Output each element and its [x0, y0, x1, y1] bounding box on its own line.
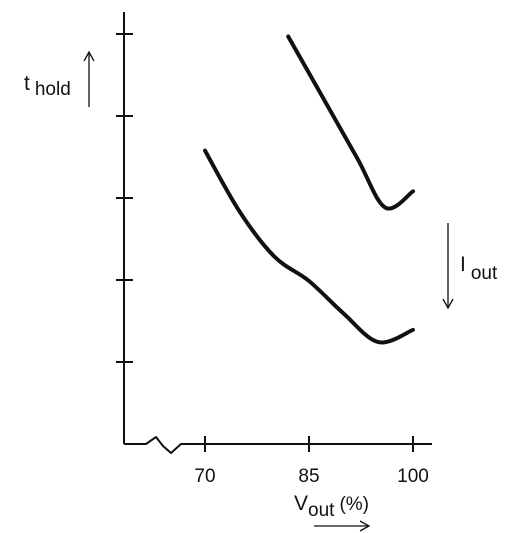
iout-down-arrow-icon [442, 223, 454, 310]
x-axis-line-break [124, 436, 432, 454]
x-tick-label-85: 85 [298, 466, 319, 487]
iout-label-sub: out [471, 263, 498, 284]
y-ticks [116, 33, 133, 363]
x-axis-label-unit: (%) [339, 494, 369, 515]
x-axis-label-main: V [294, 492, 308, 515]
svg-text:Vout(%): Vout (%) [294, 492, 369, 521]
series-line-2 [203, 148, 415, 345]
series-group [203, 34, 415, 345]
y-axis [116, 12, 133, 444]
y-axis-label-main: t [24, 72, 30, 95]
x-axis-right-arrow-icon [314, 520, 371, 532]
series-line-1 [286, 34, 415, 211]
x-tick-label-100: 100 [397, 466, 429, 487]
x-axis-label: Vout (%) [294, 492, 371, 532]
iout-label-main: I [460, 253, 466, 276]
y-axis-label: t hold [24, 50, 95, 107]
x-ticks [204, 436, 414, 452]
y-axis-up-arrow-icon [83, 50, 95, 107]
y-axis-label-sub: hold [35, 79, 71, 100]
x-axis-label-sub: out [308, 500, 335, 521]
x-tick-labels: 70 85 100 [194, 466, 428, 487]
x-axis: 70 85 100 [124, 436, 432, 487]
x-tick-label-70: 70 [194, 466, 215, 487]
